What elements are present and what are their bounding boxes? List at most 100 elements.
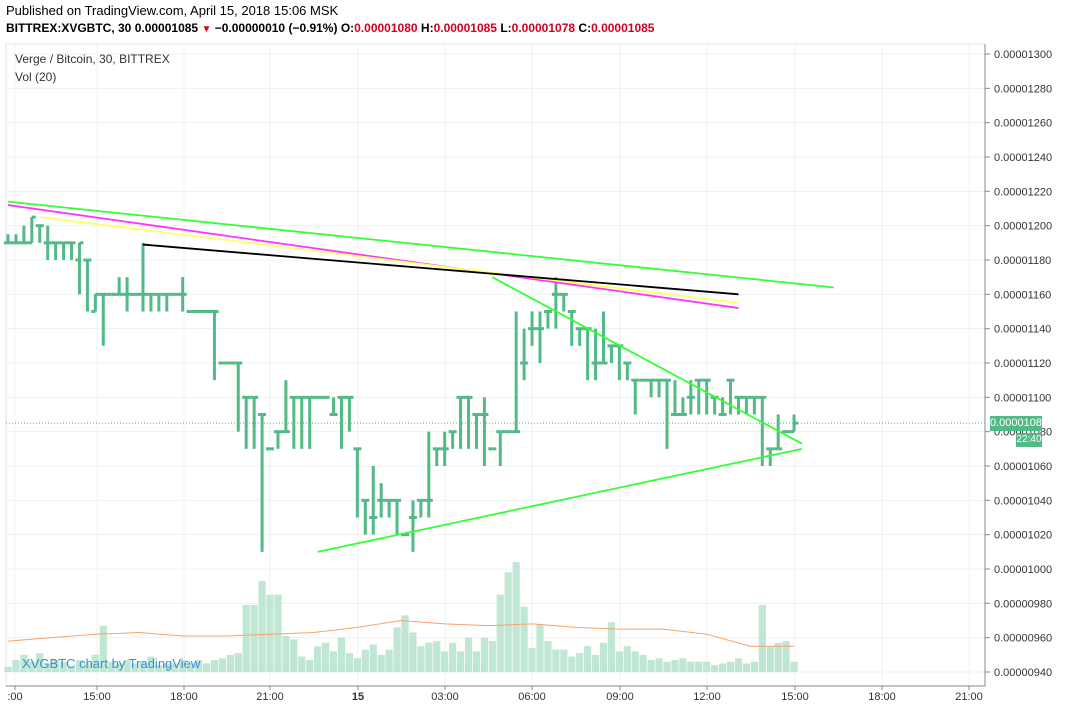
volume-bar (171, 663, 179, 672)
volume-bar (711, 665, 719, 672)
volume-bar (615, 651, 623, 672)
x-tick-label: 15:00 (781, 691, 809, 703)
x-tick-label: 21:00 (256, 691, 284, 703)
volume-bar (226, 654, 234, 672)
volume-bar (266, 594, 274, 672)
x-tick-label: 18:00 (170, 691, 198, 703)
volume-bar (488, 641, 496, 672)
volume-bar (726, 661, 735, 672)
volume-bar (210, 659, 219, 672)
volume-bar (385, 649, 393, 672)
volume-bar (742, 663, 751, 672)
volume-bar (329, 651, 338, 672)
volume-bar (528, 647, 536, 672)
y-tick-label: 0.00001060 (994, 461, 1052, 473)
volume-bar (314, 646, 322, 672)
volume-bar (369, 644, 377, 672)
x-tick-label: 15 (352, 691, 364, 703)
y-tick-label: 0.00001160 (994, 289, 1051, 301)
volume-bar (703, 661, 711, 672)
y-tick-label: 0.00001200 (994, 221, 1052, 233)
y-tick-label: 0.00001240 (994, 152, 1052, 164)
volume-bar (377, 654, 385, 672)
chart-legend-title: Verge / Bitcoin, 30, BITTREX (15, 52, 170, 66)
volume-bar (282, 635, 290, 672)
volume-bar (36, 653, 44, 672)
volume-bar (115, 663, 123, 672)
y-tick-label: 0.00001280 (994, 83, 1052, 95)
volume-bar (655, 658, 663, 672)
volume-bar (584, 646, 592, 672)
volume-bar (107, 661, 115, 672)
volume-bar (194, 659, 203, 672)
volume-ma-line (7, 619, 795, 647)
last-price-tag: 0.00001085 (990, 416, 1049, 431)
volume-bar (91, 654, 99, 672)
volume-bar (695, 661, 703, 672)
volume-bar (750, 661, 758, 672)
trendline-yellow (39, 216, 739, 304)
volume-bar (631, 651, 639, 672)
symbol-ohlc-line: BITTREX:XVGBTC, 30 0.00001085 ▼ −0.00000… (6, 21, 654, 35)
volume-bar (83, 663, 91, 672)
close-value: 0.00001085 (591, 21, 655, 35)
x-tick-label: 09:00 (606, 691, 634, 703)
volume-bar (401, 615, 409, 672)
volume-bar (663, 661, 671, 672)
volume-bar (464, 637, 473, 672)
volume-bar (425, 642, 433, 672)
volume-bar (449, 642, 457, 672)
volume-bar (591, 654, 600, 672)
volume-bar (306, 659, 314, 672)
y-tick-label: 0.00001020 (994, 530, 1052, 542)
volume-bar (163, 663, 171, 672)
volume-bar (520, 606, 528, 672)
volume-bar (647, 659, 655, 672)
x-tick-label: 03:00 (431, 691, 459, 703)
volume-bar (139, 661, 147, 672)
volume-bar (131, 663, 139, 672)
volume-bar (671, 659, 679, 672)
volume-bar (536, 623, 544, 672)
volume-bar (441, 651, 449, 672)
watermark-link[interactable]: XVGBTC chart by TradingView (22, 656, 201, 671)
volume-bar (179, 659, 187, 672)
open-label: O: (340, 21, 355, 35)
x-tick-label: 21:00 (955, 691, 983, 703)
volume-bar (123, 659, 131, 672)
trendline-magenta (7, 204, 739, 309)
volume-bar (639, 654, 647, 672)
volume-bar (155, 665, 163, 672)
volume-bar (568, 656, 576, 672)
y-tick-label: 0.00000980 (994, 598, 1052, 610)
y-tick-label: 0.00001180 (994, 255, 1051, 267)
volume-bar (59, 661, 68, 672)
volume-bar (4, 666, 12, 672)
y-tick-label: 0.00001260 (994, 118, 1052, 130)
volume-bar (687, 661, 695, 672)
volume-bar (766, 646, 774, 672)
volume-bar (250, 605, 258, 672)
volume-bar (790, 661, 798, 672)
volume-bar (679, 658, 687, 672)
volume-bar (322, 642, 330, 672)
y-tick-label: 0.00001100 (994, 392, 1051, 404)
trendline-tri-lower (317, 447, 803, 553)
y-tick-label: 0.00001220 (994, 186, 1052, 198)
volume-bar (623, 646, 631, 672)
trendline-tri-upper (491, 276, 803, 445)
volume-legend: Vol (20) (15, 70, 57, 84)
plot-area (5, 43, 986, 687)
symbol-label: BITTREX:XVGBTC, 30 (6, 21, 132, 35)
volume-bar (560, 649, 568, 672)
open-value: 0.00001080 (354, 21, 418, 35)
volume-bar (496, 594, 504, 672)
volume-bar (75, 659, 84, 672)
volume-bar (472, 651, 481, 672)
volume-bar (202, 663, 211, 672)
volume-bar (44, 663, 52, 672)
down-arrow-icon: ▼ (201, 24, 212, 35)
y-tick-label: 0.00001300 (994, 49, 1052, 61)
y-tick-label: 0.00001040 (994, 495, 1052, 507)
